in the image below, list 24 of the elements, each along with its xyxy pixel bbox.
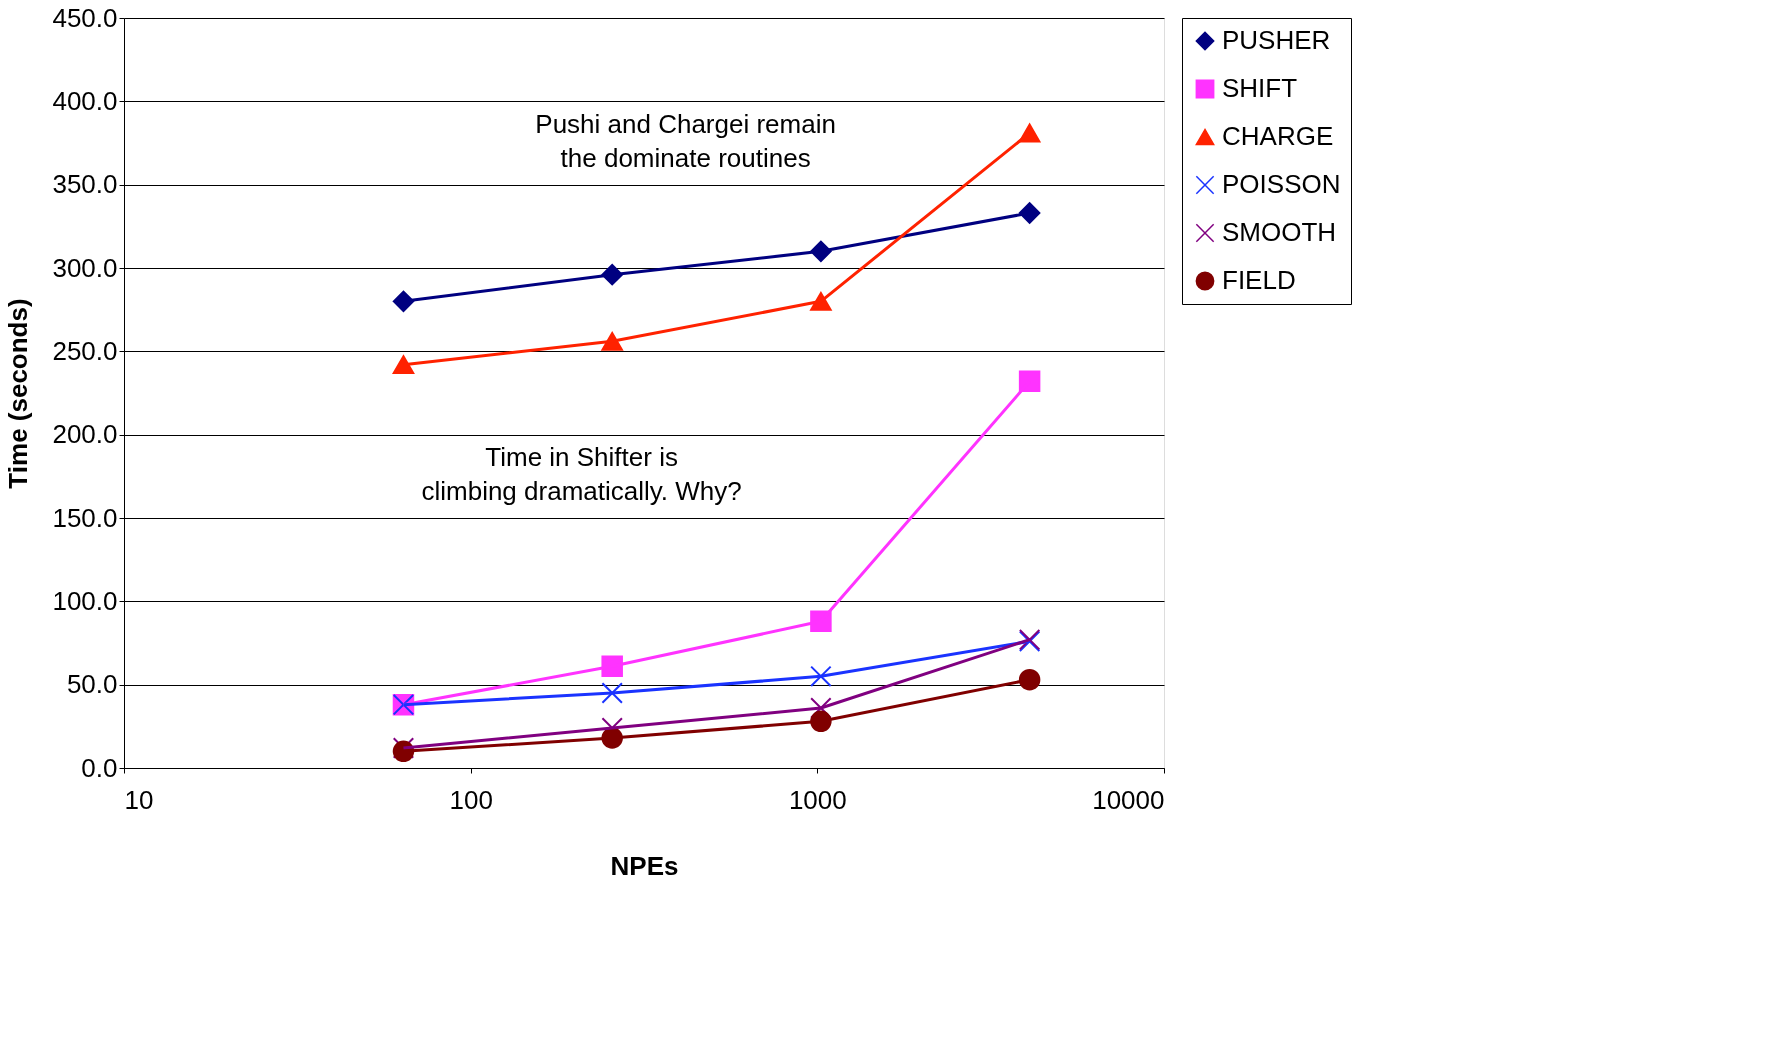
y-axis-title: Time (seconds) <box>3 298 34 489</box>
y-tick-label: 100.0 <box>52 585 118 616</box>
x-tick-label: 10000 <box>1092 784 1165 815</box>
legend-label: FIELD <box>1222 265 1296 295</box>
x-tick-label: 1000 <box>788 784 847 815</box>
annotation: Time in Shifter is climbing dramatically. Why? <box>421 442 742 507</box>
y-tick-label: 200.0 <box>52 419 118 450</box>
legend-label: CHARGE <box>1222 121 1334 151</box>
legend-label: POISSON <box>1222 169 1341 199</box>
legend-label: SHIFT <box>1222 73 1298 103</box>
legend-label: PUSHER <box>1222 25 1331 55</box>
y-tick-label: 350.0 <box>52 169 118 200</box>
y-tick-label: 250.0 <box>52 335 118 366</box>
x-tick-label: 100 <box>449 784 493 815</box>
annotation: Pushi and Chargei remain the dominate routines <box>535 109 836 174</box>
y-tick-label: 450.0 <box>52 2 118 33</box>
legend-label: SMOOTH <box>1222 217 1337 247</box>
x-tick-label: 10 <box>124 784 154 815</box>
y-tick-label: 300.0 <box>52 252 118 283</box>
y-tick-label: 150.0 <box>52 502 118 533</box>
y-tick-label: 400.0 <box>52 85 118 116</box>
x-axis-title: NPEs <box>610 850 679 881</box>
y-tick-label: 50.0 <box>66 669 118 700</box>
y-tick-label: 0.0 <box>81 752 118 783</box>
